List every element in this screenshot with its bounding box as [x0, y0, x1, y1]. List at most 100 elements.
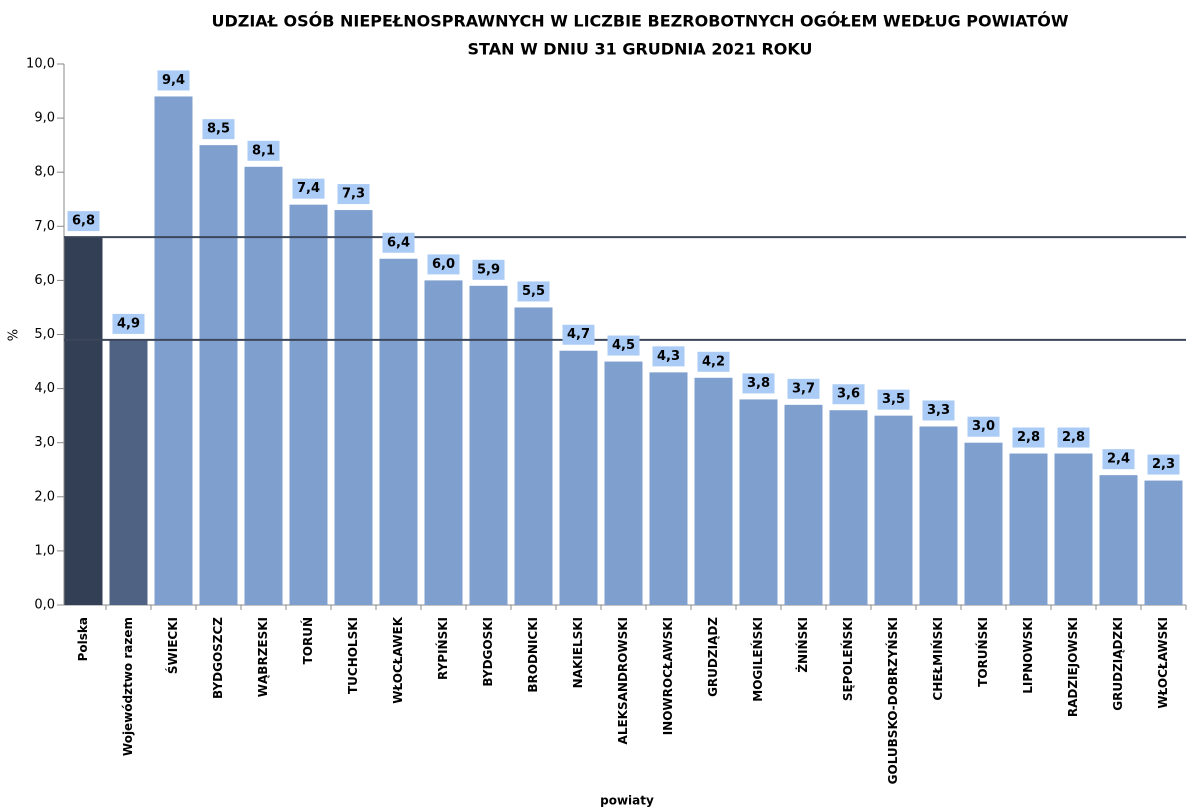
x-tick-label: TUCHOLSKI — [346, 617, 360, 694]
label-box — [472, 259, 505, 280]
data-label: 2,4 — [1107, 452, 1130, 467]
label-box — [742, 373, 775, 394]
y-tick-label: 10,0 — [26, 57, 55, 72]
data-label: 3,6 — [837, 387, 860, 402]
bar — [964, 442, 1003, 605]
x-tick-label: Województwo razem — [121, 617, 135, 756]
label-box — [922, 400, 955, 421]
data-label: 3,8 — [747, 376, 770, 391]
data-label: 5,5 — [522, 284, 545, 299]
data-label: 4,5 — [612, 338, 635, 353]
x-tick-label: WŁOCŁAWEK — [391, 616, 405, 703]
bar — [109, 339, 148, 605]
label-box — [1012, 427, 1045, 448]
bar — [694, 377, 733, 605]
label-box — [1147, 454, 1180, 475]
bar — [379, 258, 418, 605]
y-tick-label: 4,0 — [34, 381, 55, 396]
bar — [829, 410, 868, 605]
data-label: 3,3 — [927, 403, 950, 418]
chart-title: UDZIAŁ OSÓB NIEPEŁNOSPRAWNYCH W LICZBIE … — [211, 12, 1068, 31]
x-tick-label: Polska — [76, 617, 90, 661]
x-tick-label: BRODNICKI — [526, 617, 540, 693]
y-tick-label: 2,0 — [34, 489, 55, 504]
y-tick-label: 5,0 — [34, 327, 55, 342]
bar — [469, 285, 508, 605]
label-box — [697, 351, 730, 372]
label-box — [202, 119, 235, 140]
data-label: 4,2 — [702, 354, 725, 369]
x-tick-label: NAKIELSKI — [571, 617, 585, 688]
label-box — [652, 346, 685, 367]
label-box — [112, 313, 145, 334]
data-label: 7,3 — [342, 187, 365, 202]
data-label: 3,5 — [882, 392, 905, 407]
bar — [64, 237, 103, 605]
bar — [649, 372, 688, 605]
data-label: 8,5 — [207, 122, 230, 137]
label-box — [67, 211, 100, 232]
bar — [154, 96, 193, 606]
label-box — [427, 254, 460, 275]
x-tick-label: ŻNIŃSKI — [795, 617, 810, 673]
label-box — [607, 335, 640, 356]
label-box — [877, 389, 910, 410]
bar — [874, 415, 913, 605]
bar — [784, 404, 823, 605]
bar — [559, 350, 598, 605]
data-label: 6,0 — [432, 257, 455, 272]
bar — [514, 307, 553, 605]
label-box — [967, 416, 1000, 437]
x-tick-label: GRUDZIĄDZ — [706, 617, 720, 697]
data-label: 2,8 — [1017, 430, 1040, 445]
data-label: 4,7 — [567, 327, 590, 342]
y-tick-label: 8,0 — [34, 165, 55, 180]
y-tick-label: 7,0 — [34, 219, 55, 234]
data-label: 3,7 — [792, 381, 815, 396]
data-label: 4,3 — [657, 349, 680, 364]
label-box — [292, 178, 325, 199]
x-tick-label: WŁOCŁAWSKI — [1156, 617, 1170, 709]
bar — [289, 204, 328, 605]
label-box — [247, 140, 280, 161]
x-tick-label: GOLUBSKO-DOBRZYŃSKI — [885, 617, 900, 784]
bar — [1009, 453, 1048, 605]
data-label: 2,8 — [1062, 430, 1085, 445]
x-tick-label: TORUŃ — [300, 617, 315, 664]
y-axis-label: % — [7, 329, 22, 341]
x-tick-label: BYDGOSKI — [481, 617, 495, 687]
x-tick-label: ALEKSANDROWSKI — [616, 617, 630, 744]
chart-subtitle: STAN W DNIU 31 GRUDNIA 2021 ROKU — [468, 40, 813, 59]
x-tick-label: INOWROCŁAWSKI — [661, 617, 675, 735]
x-tick-label: RADZIEJOWSKI — [1066, 617, 1080, 717]
x-tick-label: WĄBRZESKI — [256, 617, 270, 697]
label-box — [382, 232, 415, 253]
label-box — [562, 324, 595, 345]
bar — [334, 210, 373, 605]
label-box — [337, 184, 370, 205]
x-tick-label: GRUDZIĄDZKI — [1111, 617, 1125, 711]
x-tick-label: CHEŁMIŃSKI — [930, 617, 945, 701]
x-tick-label: TORUŃSKI — [975, 617, 990, 687]
data-label: 8,1 — [252, 143, 275, 158]
data-label: 9,4 — [162, 73, 185, 88]
label-box — [517, 281, 550, 302]
x-tick-label: RYPIŃSKI — [435, 617, 450, 680]
y-tick-label: 6,0 — [34, 273, 55, 288]
label-box — [157, 70, 190, 91]
data-label: 2,3 — [1152, 457, 1175, 472]
bar — [244, 166, 283, 606]
label-box — [1057, 427, 1090, 448]
x-tick-label: MOGILEŃSKI — [750, 617, 765, 702]
bar — [919, 426, 958, 605]
y-tick-label: 0,0 — [34, 598, 55, 613]
data-label: 4,9 — [117, 316, 140, 331]
x-tick-label: BYDGOSZCZ — [211, 617, 225, 699]
bar — [739, 399, 778, 605]
bar — [1144, 480, 1183, 605]
y-tick-label: 9,0 — [34, 111, 55, 126]
bar — [1054, 453, 1093, 605]
data-label: 3,0 — [972, 419, 995, 434]
bar — [424, 280, 463, 605]
